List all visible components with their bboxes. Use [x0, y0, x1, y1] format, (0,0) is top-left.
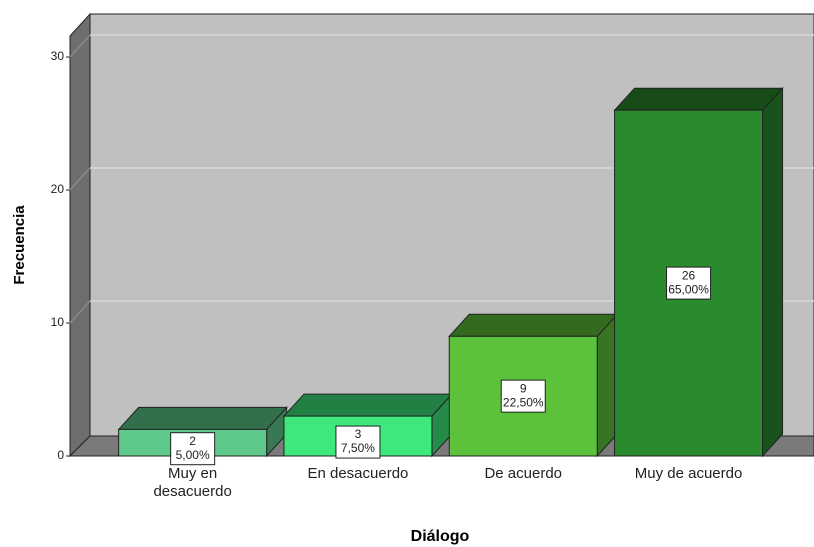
value-label: 3	[355, 427, 362, 441]
percent-label: 7,50%	[341, 441, 375, 455]
y-tick-label: 20	[51, 182, 65, 196]
grid-line	[69, 34, 91, 58]
percent-label: 5,00%	[176, 448, 210, 462]
value-label: 26	[682, 268, 696, 282]
bar	[448, 313, 619, 458]
bar-top	[282, 393, 454, 417]
value-label-box	[500, 379, 546, 413]
percent-label: 65,00%	[668, 282, 709, 296]
y-tick-label: 30	[51, 49, 65, 63]
percent-label: 22,50%	[503, 395, 544, 409]
value-label: 2	[189, 434, 196, 448]
bar-side	[762, 86, 784, 458]
y-tick-label: 0	[57, 448, 64, 462]
value-label-box	[335, 425, 381, 459]
grid-line	[69, 167, 91, 191]
bar-top	[448, 313, 619, 337]
y-tick-label: 10	[51, 315, 65, 329]
x-tick-label: Muy en desacuerdo	[153, 465, 232, 500]
x-tick-label: Muy de acuerdo	[634, 465, 743, 482]
x-tick-label: De acuerdo	[484, 465, 563, 482]
value-label: 9	[520, 381, 527, 395]
value-label-box	[170, 432, 216, 466]
grid-line	[69, 300, 91, 324]
left-wall	[69, 12, 91, 458]
bar-top	[117, 406, 288, 430]
x-tick-label: En desacuerdo	[307, 465, 409, 482]
x-axis-title: Diálogo	[411, 528, 470, 545]
value-label-box	[666, 266, 712, 300]
bar-top	[613, 87, 784, 111]
y-axis-title: Frecuencia	[11, 205, 28, 285]
